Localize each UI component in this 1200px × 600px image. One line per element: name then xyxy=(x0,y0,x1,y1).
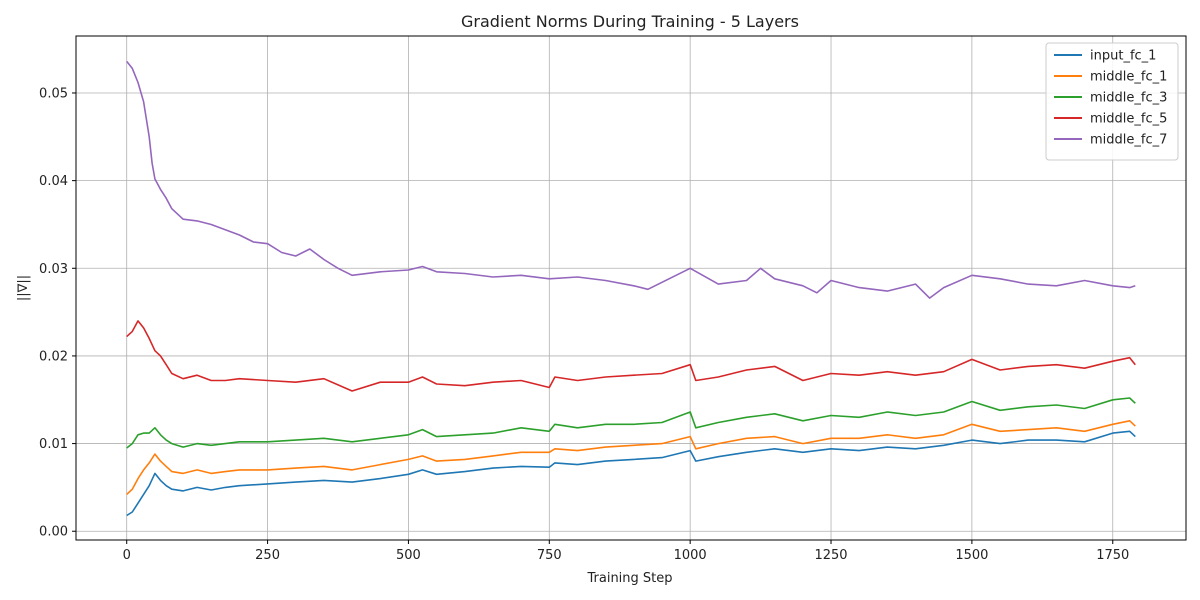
legend-label: middle_fc_1 xyxy=(1090,70,1167,85)
legend-label: middle_fc_5 xyxy=(1090,112,1167,127)
series-line-input-fc-1 xyxy=(126,430,1136,517)
y-tick-label: 0.05 xyxy=(39,86,68,101)
chart-title: Gradient Norms During Training - 5 Layer… xyxy=(461,12,799,31)
series-layer xyxy=(126,60,1136,517)
grid xyxy=(76,36,1186,540)
legend-label: middle_fc_7 xyxy=(1090,133,1167,148)
legend: input_fc_1 middle_fc_1 middle_fc_3 middle_f… xyxy=(1045,42,1179,161)
x-tick-label: 0 xyxy=(123,548,131,563)
legend-label: input_fc_1 xyxy=(1090,49,1156,64)
y-tick-label: 0.02 xyxy=(39,349,68,364)
plot-frame xyxy=(75,35,1187,541)
x-tick-label: 1000 xyxy=(674,548,707,563)
series-line-middle-fc-1 xyxy=(126,419,1136,495)
y-tick-label: 0.00 xyxy=(39,525,68,540)
x-tick-label: 750 xyxy=(537,548,562,563)
series-line-middle-fc-3 xyxy=(126,397,1136,449)
x-axis-label: Training Step xyxy=(586,571,672,586)
legend-label: middle_fc_3 xyxy=(1090,91,1167,106)
y-axis: 0.00 0.01 0.02 0.03 0.04 0.05 xyxy=(39,86,76,540)
y-tick-label: 0.01 xyxy=(39,437,68,452)
y-tick-label: 0.04 xyxy=(39,174,68,189)
y-axis-label: ||∇|| xyxy=(16,275,31,301)
x-tick-label: 250 xyxy=(255,548,280,563)
x-axis: 0 250 500 750 1000 1250 1500 1750 xyxy=(123,540,1129,563)
legend-box xyxy=(1045,42,1179,161)
series-line-middle-fc-7 xyxy=(126,60,1136,299)
y-tick-label: 0.03 xyxy=(39,262,68,277)
x-tick-label: 1500 xyxy=(955,548,988,563)
x-tick-label: 500 xyxy=(396,548,421,563)
series-line-middle-fc-5 xyxy=(126,320,1136,392)
x-tick-label: 1250 xyxy=(814,548,847,563)
x-tick-label: 1750 xyxy=(1096,548,1129,563)
